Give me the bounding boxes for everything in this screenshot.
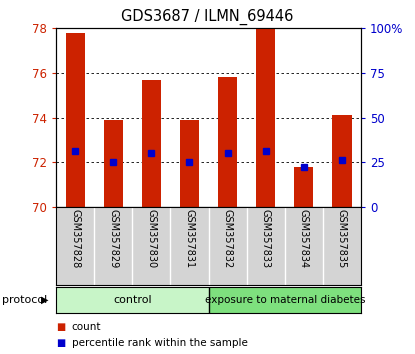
Text: exposure to maternal diabetes: exposure to maternal diabetes [205,295,365,305]
Bar [332,115,352,207]
Text: percentile rank within the sample: percentile rank within the sample [72,338,248,348]
Text: GDS3687 / ILMN_69446: GDS3687 / ILMN_69446 [121,9,294,25]
Bar [209,287,361,313]
Bar [56,287,209,313]
Text: ▶: ▶ [41,295,48,305]
Bar [294,167,313,207]
Text: GSM357830: GSM357830 [146,210,156,269]
Text: GSM357829: GSM357829 [108,210,118,269]
Text: GSM357831: GSM357831 [185,210,195,269]
Bar [142,80,161,207]
Text: GSM357834: GSM357834 [299,210,309,269]
Text: protocol: protocol [2,295,47,305]
Bar [104,120,123,207]
Text: ■: ■ [56,322,65,332]
Text: GSM357828: GSM357828 [70,210,80,269]
Text: count: count [72,322,101,332]
Text: GSM357832: GSM357832 [222,210,232,269]
Bar [218,78,237,207]
Bar [256,28,275,207]
Text: GSM357833: GSM357833 [261,210,271,269]
Text: control: control [113,295,151,305]
Text: ■: ■ [56,338,65,348]
Bar [66,33,85,207]
Bar [180,120,199,207]
Text: GSM357835: GSM357835 [337,210,347,269]
